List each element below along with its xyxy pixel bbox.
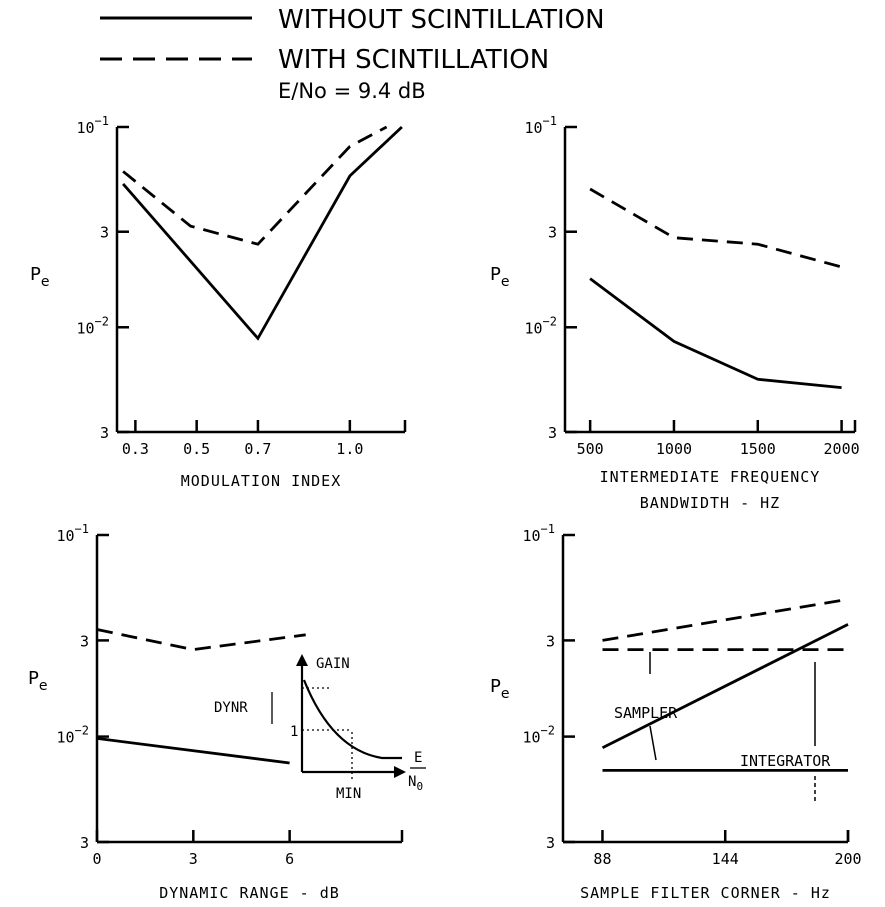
- inset-no-main: N: [408, 774, 416, 790]
- inset-gain-curve: [302, 679, 402, 760]
- x-tick-label: 1000: [656, 440, 692, 458]
- y-tick-label-exp: −1: [95, 114, 109, 128]
- y-tick-label: 3: [548, 424, 557, 442]
- x-tick-label: 3: [189, 850, 198, 868]
- x-tick-label: 0.5: [183, 440, 210, 458]
- y-tick-label-exp: −2: [95, 314, 109, 328]
- series-line-solid: [122, 125, 403, 341]
- y-tick-label-exp: −1: [75, 522, 89, 536]
- y-axis-label-main: P: [30, 264, 41, 285]
- leader-sampler-bottom: [649, 725, 657, 761]
- legend: WITHOUT SCINTILLATION WITH SCINTILLATION…: [100, 5, 605, 103]
- series-line-dashed: [122, 125, 388, 246]
- y-tick-label: 10−2: [76, 314, 109, 337]
- inset-one-label: 1: [290, 724, 298, 740]
- y-tick-label-exp: −2: [75, 724, 89, 738]
- series-line-dashed: [96, 628, 306, 652]
- y-tick-label: 10−2: [56, 724, 89, 747]
- x-tick-label: 144: [712, 850, 739, 868]
- y-axis-label-main: P: [490, 676, 501, 697]
- inset-e-label: E: [414, 750, 422, 766]
- y-tick-label: 3: [546, 834, 555, 852]
- x-tick-label: 1500: [740, 440, 776, 458]
- x-axis-label: INTERMEDIATE FREQUENCY: [600, 468, 821, 486]
- annotation-integrator: INTEGRATOR: [740, 752, 831, 770]
- inset-gain-label: GAIN: [316, 656, 350, 672]
- y-tick-label-exp: −2: [543, 314, 557, 328]
- y-axis-label-sub: e: [39, 678, 48, 694]
- y-tick-label: 10−2: [522, 724, 555, 747]
- y-axis-label-sub: e: [41, 274, 50, 290]
- y-tick-label: 10−1: [524, 114, 557, 137]
- y-tick-label-exp: −1: [541, 522, 555, 536]
- x-tick-label: 1.0: [336, 440, 363, 458]
- y-tick-label-base: 10: [524, 319, 542, 337]
- y-axis-label: Pe: [28, 668, 47, 694]
- condition-label: E/No = 9.4 dB: [278, 79, 426, 103]
- y-tick-label: 10−1: [76, 114, 109, 137]
- x-tick-label: 6: [285, 850, 294, 868]
- x-tick-label: 200: [834, 850, 861, 868]
- x-tick-label: 500: [577, 440, 604, 458]
- y-tick-label: 3: [100, 424, 109, 442]
- inset-no-label: N0: [408, 774, 423, 793]
- inset-x-arrow: [394, 766, 406, 778]
- y-axis-label-main: P: [490, 264, 501, 285]
- y-tick-label: 3: [80, 834, 89, 852]
- y-tick-label-base: 10: [56, 729, 74, 747]
- x-tick-label: 0: [92, 850, 101, 868]
- x-axis-label: DYNAMIC RANGE - dB: [159, 884, 340, 902]
- y-tick-label: 10−2: [524, 314, 557, 337]
- x-tick-label: 0.3: [122, 440, 149, 458]
- y-tick-label: 3: [100, 224, 109, 242]
- y-tick-label: 10−1: [56, 522, 89, 545]
- y-axis-label: Pe: [490, 264, 509, 290]
- series-line-dashed: [589, 187, 842, 269]
- series-line-solid: [96, 737, 290, 765]
- y-tick-label-base: 10: [524, 119, 542, 137]
- y-tick-label: 3: [548, 224, 557, 242]
- y-axis-label-sub: e: [501, 686, 510, 702]
- x-tick-label: 0.7: [244, 440, 271, 458]
- x-axis-label: BANDWIDTH - HZ: [640, 494, 780, 512]
- legend-dashed-label: WITH SCINTILLATION: [278, 45, 549, 75]
- y-tick-label-exp: −2: [541, 724, 555, 738]
- y-axis-label-sub: e: [501, 274, 510, 290]
- series-line-solid: [589, 277, 842, 389]
- legend-solid-label: WITHOUT SCINTILLATION: [278, 5, 605, 35]
- y-axis-label-main: P: [28, 668, 39, 689]
- y-tick-label-base: 10: [76, 119, 94, 137]
- inset-y-arrow: [296, 654, 308, 666]
- y-tick-label: 10−1: [522, 522, 555, 545]
- series-line-solid: [601, 623, 849, 750]
- inset-no-sub: 0: [416, 780, 423, 793]
- y-tick-label-base: 10: [56, 527, 74, 545]
- y-axis-label: Pe: [30, 264, 49, 290]
- y-tick-label: 3: [80, 632, 89, 650]
- x-tick-label: 88: [593, 850, 611, 868]
- y-tick-label-base: 10: [76, 319, 94, 337]
- x-tick-label: 2000: [824, 440, 860, 458]
- x-axis-label: MODULATION INDEX: [181, 472, 342, 490]
- inset-min-label: MIN: [336, 786, 361, 802]
- y-tick-label: 3: [546, 632, 555, 650]
- y-tick-label-base: 10: [522, 729, 540, 747]
- series-line-dashed: [602, 597, 849, 642]
- annotation-sampler: SAMPLER: [614, 704, 678, 722]
- y-axis-label: Pe: [490, 676, 509, 702]
- y-tick-label-base: 10: [522, 527, 540, 545]
- y-tick-label-exp: −1: [543, 114, 557, 128]
- x-axis-label: SAMPLE FILTER CORNER - Hz: [580, 884, 831, 902]
- inset-dynr-label: DYNR: [214, 700, 248, 716]
